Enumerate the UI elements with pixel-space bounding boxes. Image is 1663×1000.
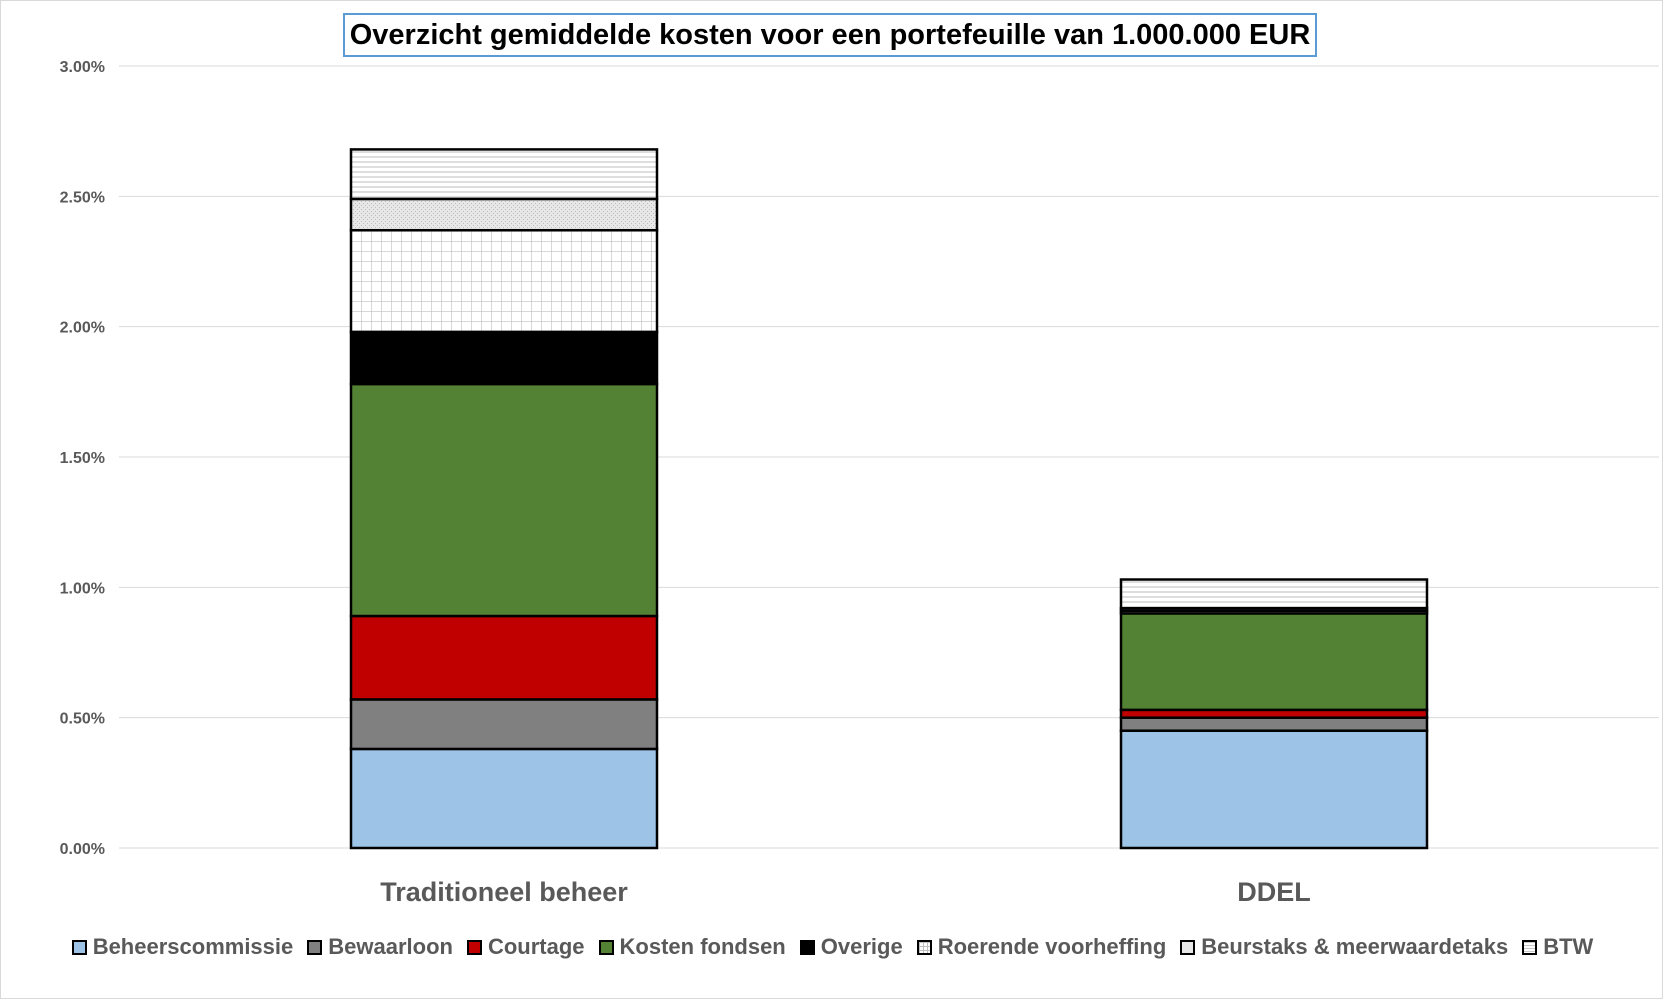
legend: Beheerscommissie Bewaarloon Courtage Kosten… <box>1 929 1663 965</box>
y-tick-label: 1.50% <box>60 450 105 467</box>
legend-swatch <box>1180 939 1196 955</box>
bar-segment-overige <box>349 330 659 386</box>
bar-segment-btw <box>349 148 659 201</box>
bar-stack-1 <box>1119 578 1429 850</box>
y-tick-label: 1.00% <box>60 580 105 597</box>
x-category-label: DDEL <box>1237 877 1311 907</box>
bar-segment-bewaarloon <box>349 698 659 751</box>
bar-segment-kosten-fondsen <box>349 382 659 618</box>
legend-swatch <box>307 939 323 955</box>
y-tick-label: 2.00% <box>60 320 105 337</box>
legend-item: Beurstaks & meerwaardetaks <box>1180 934 1508 960</box>
bar-stacks <box>349 148 1429 850</box>
bar-segment-courtage <box>349 614 659 701</box>
bar-segment-beheerscommissie <box>1119 729 1429 850</box>
y-axis-tick-labels: 0.00% 0.50% 1.00% 1.50% 2.00% 2.50% 3.00% <box>60 59 105 858</box>
bar-segment-beurstaks-meerwaardetaks <box>349 197 659 232</box>
bar-segment-kosten-fondsen <box>1119 612 1429 712</box>
legend-label: Beheerscommissie <box>92 934 294 959</box>
legend-item: Overige <box>799 934 903 960</box>
legend-label: Bewaarloon <box>328 934 453 959</box>
bar-segment-roerende-voorheffing <box>349 228 659 334</box>
legend-swatch <box>799 939 815 955</box>
legend-item: Bewaarloon <box>307 934 453 960</box>
legend-swatch <box>598 939 614 955</box>
legend-item: Beheerscommissie <box>71 934 294 960</box>
legend-swatch <box>916 939 932 955</box>
bar-segment-beheerscommissie <box>349 747 659 850</box>
y-tick-label: 2.50% <box>60 189 105 206</box>
legend-item: BTW <box>1522 934 1593 960</box>
y-tick-label: 0.50% <box>60 711 105 728</box>
legend-label: Courtage <box>487 934 585 959</box>
legend-swatch <box>466 939 482 955</box>
bar-segment-btw <box>1119 578 1429 610</box>
legend-label: Overige <box>820 934 903 959</box>
legend-swatch <box>71 939 87 955</box>
y-tick-label: 0.00% <box>60 841 105 858</box>
legend-label: Kosten fondsen <box>619 934 786 959</box>
x-axis-category-labels: Traditioneel beheer DDEL <box>380 877 1311 907</box>
x-category-label: Traditioneel beheer <box>380 877 628 907</box>
bar-stack-0 <box>349 148 659 850</box>
bar-segment-bewaarloon <box>1119 716 1429 732</box>
chart-title: Overzicht gemiddelde kosten voor een por… <box>343 13 1317 57</box>
legend-item: Kosten fondsen <box>598 934 786 960</box>
legend-swatch <box>1522 939 1538 955</box>
legend-item: Roerende voorheffing <box>916 934 1167 960</box>
y-tick-label: 3.00% <box>60 59 105 76</box>
legend-item: Courtage <box>466 934 585 960</box>
legend-label: Roerende voorheffing <box>937 934 1167 959</box>
legend-label: Beurstaks & meerwaardetaks <box>1201 934 1509 959</box>
legend-label: BTW <box>1543 934 1594 959</box>
